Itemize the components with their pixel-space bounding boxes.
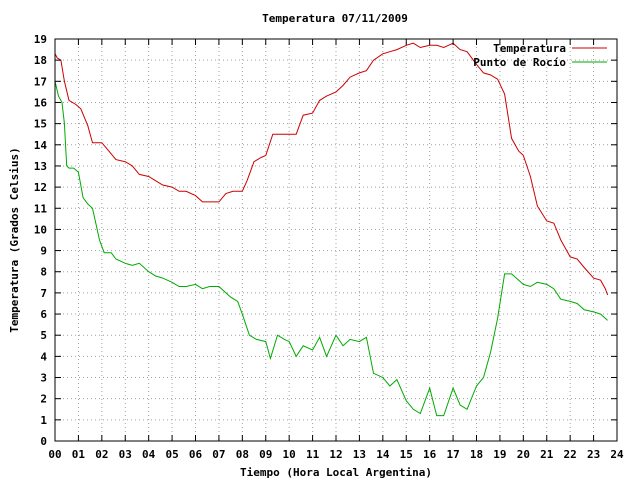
x-tick-label: 01	[72, 448, 86, 461]
y-tick-label: 9	[40, 245, 47, 258]
y-tick-label: 17	[34, 75, 47, 88]
y-tick-label: 2	[40, 393, 47, 406]
y-tick-label: 5	[40, 329, 47, 342]
x-tick-label: 11	[306, 448, 320, 461]
x-tick-label: 14	[376, 448, 390, 461]
x-tick-label: 24	[610, 448, 624, 461]
x-axis-ticks: 00 01 02 03 04 05 06 07 08 09 10 11 12 13 14 15 16 17 18 19…	[48, 39, 624, 461]
x-tick-label: 18	[470, 448, 483, 461]
y-tick-label: 8	[40, 266, 47, 279]
x-tick-label: 04	[142, 448, 156, 461]
y-tick-label: 11	[34, 202, 48, 215]
x-tick-label: 06	[189, 448, 203, 461]
x-tick-label: 20	[517, 448, 530, 461]
y-tick-label: 16	[34, 96, 48, 109]
x-axis-label: Tiempo (Hora Local Argentina)	[240, 466, 432, 479]
x-tick-label: 19	[493, 448, 506, 461]
y-tick-label: 19	[34, 33, 47, 46]
x-tick-label: 16	[423, 448, 437, 461]
x-tick-label: 23	[587, 448, 600, 461]
x-tick-label: 08	[236, 448, 249, 461]
series-lines	[54, 42, 609, 417]
legend-label-1: Punto de Rocío	[473, 56, 566, 69]
x-tick-label: 13	[353, 448, 366, 461]
chart-title: Temperatura 07/11/2009	[262, 12, 408, 25]
x-tick-label: 03	[119, 448, 132, 461]
y-tick-label: 1	[40, 414, 47, 427]
grid-lines	[55, 39, 617, 441]
x-tick-label: 17	[446, 448, 459, 461]
y-tick-label: 14	[34, 139, 48, 152]
x-tick-label: 09	[259, 448, 272, 461]
x-tick-label: 00	[48, 448, 61, 461]
y-tick-label: 3	[40, 372, 47, 385]
legend-label-0: Temperatura	[493, 42, 566, 55]
x-tick-label: 02	[95, 448, 108, 461]
x-tick-label: 05	[165, 448, 178, 461]
series-line-0	[54, 42, 609, 296]
x-tick-label: 07	[212, 448, 225, 461]
series-line-1	[54, 81, 608, 417]
y-axis-label: Temperatura (Grados Celsius)	[8, 147, 21, 332]
y-tick-label: 18	[34, 54, 47, 67]
x-tick-label: 15	[400, 448, 413, 461]
y-tick-label: 13	[34, 160, 47, 173]
x-tick-label: 12	[329, 448, 342, 461]
y-tick-label: 15	[34, 118, 47, 131]
y-tick-label: 10	[34, 223, 47, 236]
y-tick-label: 0	[40, 435, 47, 448]
y-tick-label: 6	[40, 308, 47, 321]
y-tick-label: 7	[40, 287, 47, 300]
y-tick-label: 12	[34, 181, 47, 194]
x-tick-label: 21	[540, 448, 554, 461]
y-tick-label: 4	[40, 350, 47, 363]
x-tick-label: 22	[564, 448, 577, 461]
x-tick-label: 10	[283, 448, 296, 461]
